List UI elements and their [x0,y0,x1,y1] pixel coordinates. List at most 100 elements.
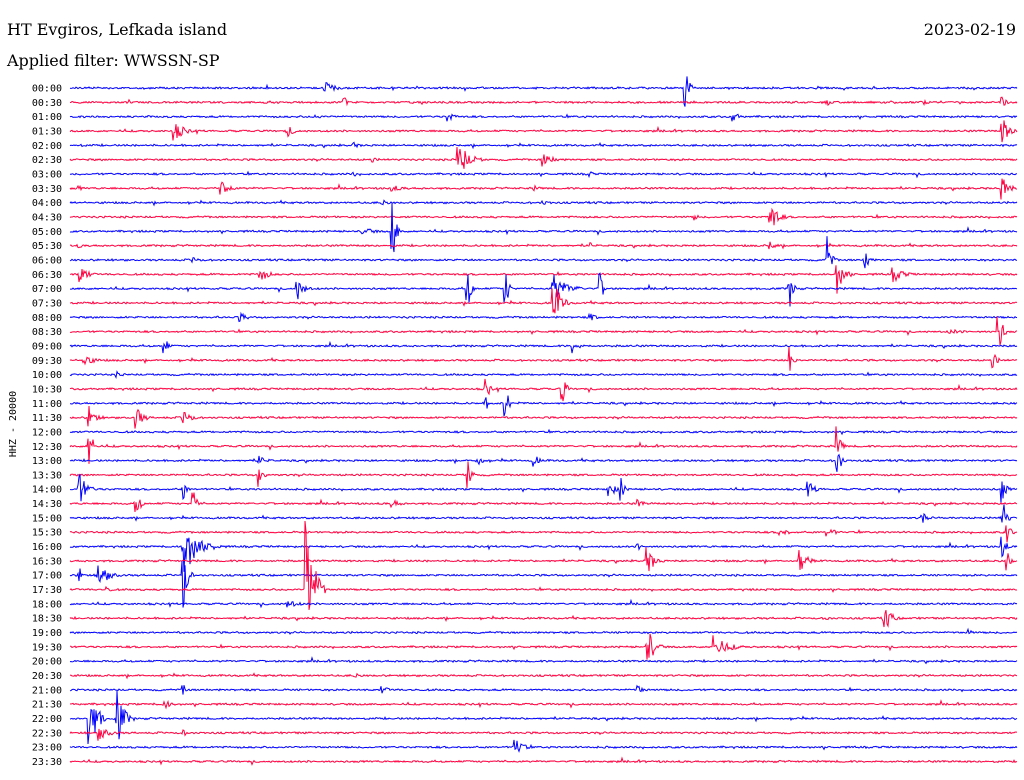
time-label: 01:00 [32,112,62,123]
trace-row [70,272,1018,307]
trace-row [69,684,1018,695]
time-label: 12:30 [32,442,62,453]
time-label: 17:30 [32,585,62,596]
time-label: 15:30 [32,528,62,539]
time-label: 07:30 [32,298,62,309]
trace-row [69,453,1018,473]
time-label: 04:00 [32,198,62,209]
trace-row [69,378,1018,402]
trace-row [69,76,1018,107]
time-label: 22:00 [32,714,62,725]
time-label: 07:00 [32,284,62,295]
trace-row [69,598,1018,609]
trace-row [69,699,1018,710]
time-label: 08:00 [32,313,62,324]
trace-row [69,178,1017,200]
trace-row [69,525,1018,543]
trace-row [70,633,1018,660]
time-label: 10:00 [32,370,62,381]
time-label: 14:30 [32,499,62,510]
time-label: 11:30 [32,413,62,424]
time-label: 01:30 [32,126,62,137]
trace-row [69,428,1018,436]
trace-row [69,288,1018,314]
trace-row [69,609,1018,628]
trace-row [69,690,1018,745]
trace-row [69,656,1018,665]
time-label: 16:30 [32,556,62,567]
time-label: 19:30 [32,642,62,653]
trace-row [69,141,1018,150]
station-title: HT Evgiros, Lefkada island [7,20,228,39]
time-label: 06:00 [32,255,62,266]
trace-row [69,265,1018,294]
time-tick-labels: 00:00 00:30 01:00 01:30 02:00 02:30 03:00 03:30… [32,84,62,769]
trace-row [69,113,1018,122]
time-label: 23:30 [32,757,62,768]
time-label: 03:30 [32,184,62,195]
time-label: 16:00 [32,542,62,553]
trace-row [69,170,1018,179]
time-label: 00:30 [32,98,62,109]
trace-group [69,76,1018,766]
time-label: 08:30 [32,327,62,338]
time-label: 04:30 [32,212,62,223]
trace-row [69,370,1018,379]
time-label: 21:00 [32,685,62,696]
trace-row [69,395,1018,417]
time-label: 11:00 [32,399,62,410]
time-label: 15:00 [32,513,62,524]
trace-row [69,340,1018,354]
trace-row [69,461,1018,488]
trace-row [69,311,1018,323]
trace-row [69,672,1018,680]
time-label: 00:00 [32,84,62,95]
time-label: 02:30 [32,155,62,166]
time-label: 05:30 [32,241,62,252]
trace-row [69,236,1017,269]
filter-label: Applied filter: WWSSN-SP [7,51,220,70]
time-label: 18:00 [32,599,62,610]
trace-row [69,202,1018,253]
trace-row [69,520,1018,610]
time-label: 22:30 [32,728,62,739]
trace-row [69,547,1018,572]
trace-row [69,756,1018,766]
record-date: 2023-02-19 [923,20,1016,39]
trace-row [69,728,1017,741]
trace-row [69,627,1018,635]
time-label: 21:30 [32,700,62,711]
time-label: 17:00 [32,571,62,582]
trace-row [69,120,1018,143]
trace-row [69,96,1018,107]
trace-row [69,316,1018,346]
time-label: 10:30 [32,384,62,395]
time-label: 03:00 [32,169,62,180]
time-label: 06:30 [32,270,62,281]
time-label: 23:00 [32,743,62,754]
trace-row [69,536,1018,572]
time-label: 19:00 [32,628,62,639]
time-label: 20:30 [32,671,62,682]
trace-row [69,346,1018,371]
time-label: 20:00 [32,657,62,668]
trace-row [70,473,1018,503]
trace-row [69,405,1018,429]
time-label: 05:00 [32,227,62,238]
trace-row [69,504,1018,523]
trace-row [69,207,1018,226]
time-label: 12:00 [32,427,62,438]
trace-row [69,561,1018,608]
time-label: 13:00 [32,456,62,467]
trace-row [69,146,1018,169]
time-label: 09:00 [32,341,62,352]
time-label: 14:00 [32,485,62,496]
trace-row [69,241,1018,250]
time-label: 02:00 [32,141,62,152]
trace-row [69,492,1018,512]
trace-row [69,426,1018,464]
channel-label: HHZ - 20000 [8,391,19,457]
trace-row [69,739,1018,753]
time-label: 09:30 [32,356,62,367]
